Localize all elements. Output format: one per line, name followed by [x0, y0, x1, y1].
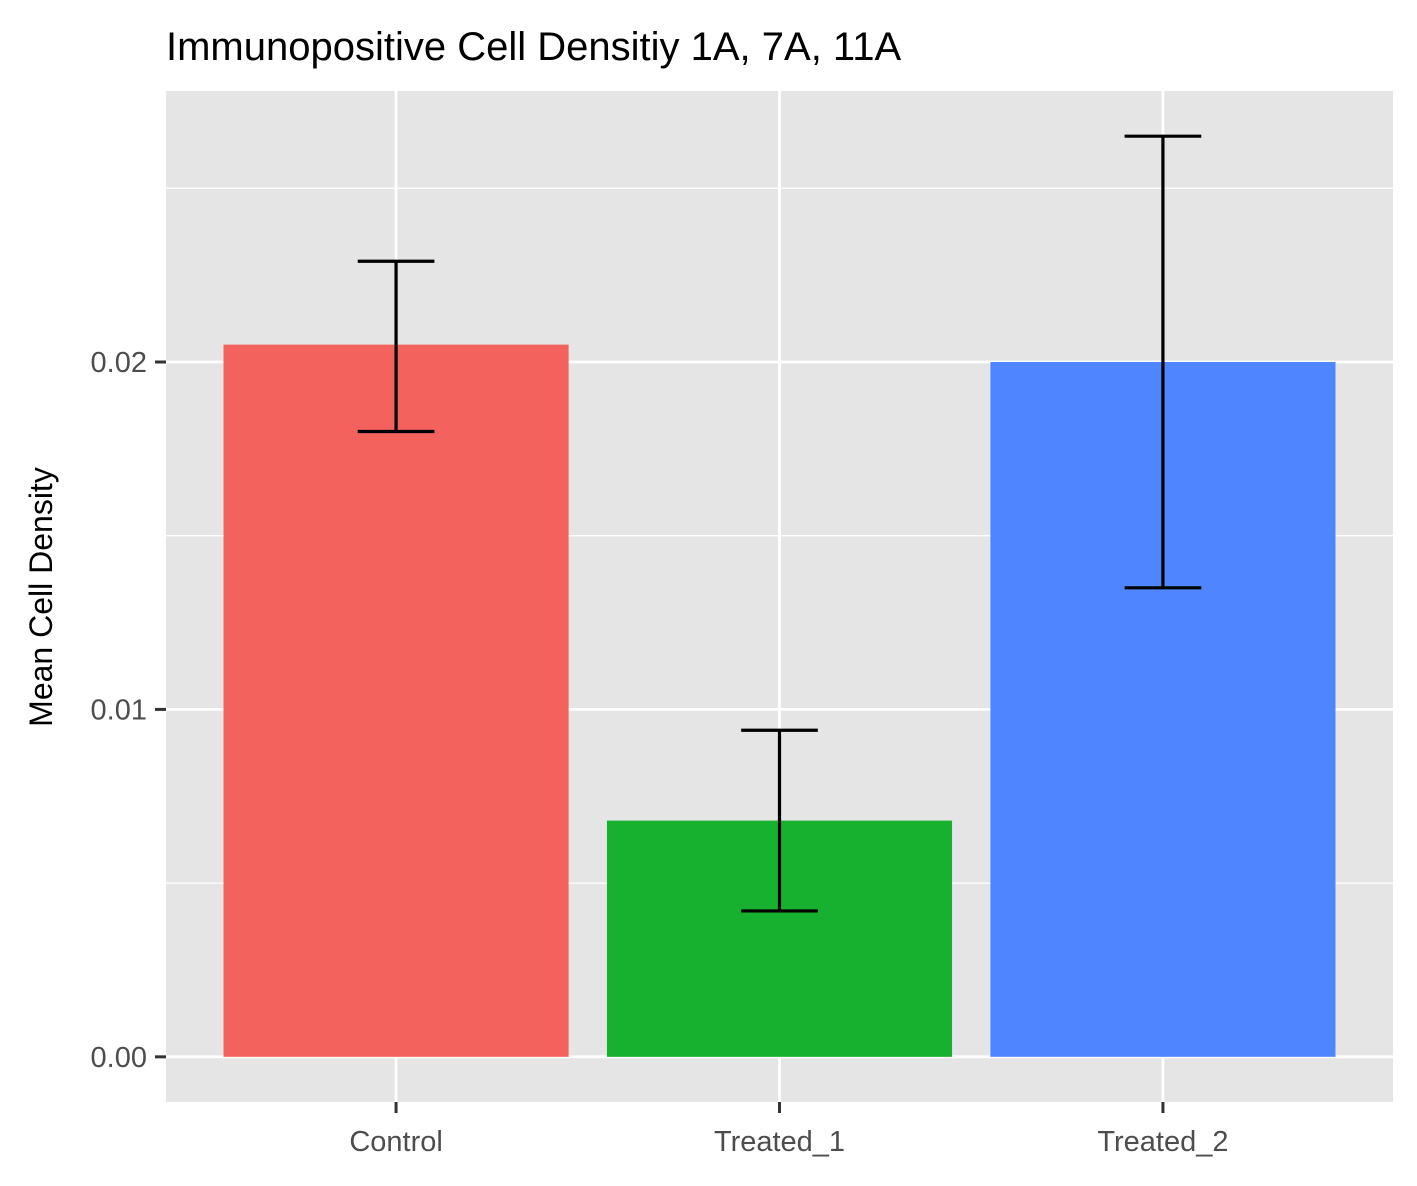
y-axis: 0.00 0.01 0.02 — [91, 347, 166, 1074]
y-tick-label-1: 0.01 — [91, 694, 147, 726]
x-tick-label-1: Treated_1 — [714, 1126, 845, 1158]
x-axis: Control Treated_1 Treated_2 — [349, 1102, 1229, 1158]
x-tick-label-0: Control — [349, 1126, 443, 1158]
bar-control — [223, 344, 569, 1057]
y-tick-label-2: 0.02 — [91, 347, 147, 379]
error-bar-treated-2 — [1124, 134, 1202, 590]
x-tick-label-2: Treated_2 — [1097, 1126, 1228, 1158]
error-bars — [357, 134, 1202, 913]
error-bar-control — [357, 259, 435, 434]
error-bar-treated-1 — [741, 728, 818, 913]
bars — [223, 344, 1336, 1057]
y-tick-label-0: 0.00 — [91, 1042, 147, 1074]
y-axis-title: Mean Cell Density — [23, 467, 59, 727]
chart-title: Immunopositive Cell Densitiy 1A, 7A, 11A — [166, 25, 901, 69]
